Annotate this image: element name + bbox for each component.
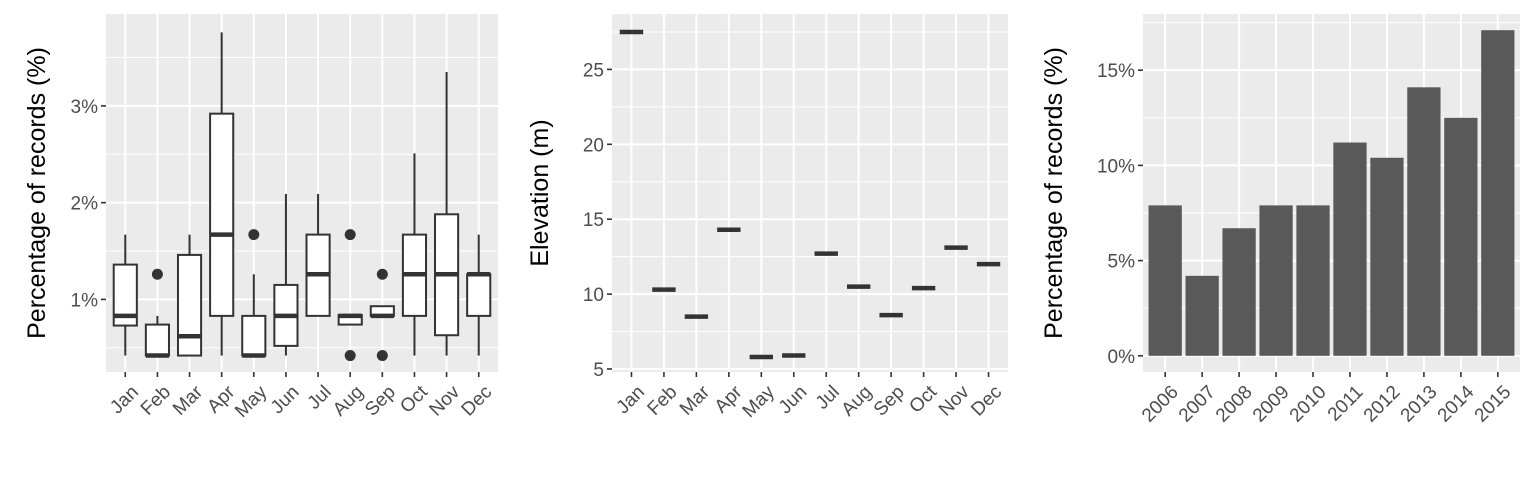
- boxplot-x-tick-label: Jun: [267, 382, 304, 419]
- bar-2015: [1481, 30, 1515, 356]
- elevation-x-tick-label: Jan: [613, 382, 650, 419]
- yearly-bar-panel: 0%5%10%15%200620072008200920102011201220…: [1040, 14, 1520, 426]
- bar-2013: [1407, 87, 1441, 356]
- boxplot-x-tick-label: Oct: [396, 381, 432, 417]
- box-oct: [401, 153, 428, 356]
- box-iqr: [176, 253, 203, 357]
- elevation-x-tick-label: Dec: [967, 382, 1006, 421]
- yearly-y-tick-label: 10%: [1097, 156, 1135, 177]
- elevation-x-tick-label: Jul: [812, 382, 844, 414]
- boxplot-x-tick-label: Jul: [304, 382, 336, 414]
- boxplot-x-tick-label: Feb: [137, 382, 175, 420]
- box-jan: [112, 234, 138, 356]
- elevation-x-tick-label: Mar: [676, 381, 714, 419]
- yearly-x-tick-label: 2015: [1471, 382, 1516, 427]
- box-jun: [273, 193, 299, 356]
- boxplot-x-tick-label: May: [231, 381, 272, 422]
- yearly-x-tick-label: 2013: [1397, 382, 1442, 427]
- box-may: [241, 229, 267, 358]
- elevation-background: [612, 14, 1008, 372]
- outlier-point: [376, 350, 388, 362]
- bar-2009: [1259, 205, 1293, 356]
- bar-2012: [1370, 157, 1404, 356]
- elevation-y-axis-title: Elevation (m): [526, 119, 554, 266]
- outlier-point: [344, 350, 356, 362]
- elevation-y-tick-label: 5: [593, 360, 604, 381]
- box-feb: [144, 268, 170, 358]
- elevation-x-tick-label: Jun: [775, 382, 812, 419]
- boxplot-x-tick-label: Mar: [169, 381, 207, 419]
- elevation-x-tick-label: Feb: [644, 382, 682, 420]
- yearly-x-tick-label: 2014: [1434, 381, 1479, 426]
- elevation-x-tick-label: Apr: [711, 381, 747, 417]
- box-mar: [176, 234, 203, 357]
- yearly-bar-y-axis-title: Percentage of records (%): [1040, 47, 1068, 339]
- elevation-x-tick-label: Aug: [838, 382, 877, 421]
- bar-2010: [1296, 205, 1330, 356]
- elevation-y-tick-label: 20: [583, 135, 604, 156]
- boxplot-y-axis-title: Percentage of records (%): [23, 47, 51, 339]
- boxplot-x-tick-label: Dec: [458, 382, 497, 421]
- boxplot-x-tick-label: Sep: [361, 382, 400, 421]
- outlier-point: [151, 268, 163, 280]
- bar-2014: [1444, 117, 1478, 356]
- yearly-y-tick-label: 15%: [1097, 61, 1135, 82]
- yearly-x-tick-label: 2011: [1324, 382, 1368, 426]
- elevation-x-tick-label: Sep: [870, 382, 909, 421]
- box-iqr: [209, 112, 235, 317]
- elevation-x-tick-label: Nov: [935, 381, 974, 420]
- box-iqr: [144, 323, 170, 357]
- box-nov: [434, 72, 460, 356]
- elevation-y-tick-label: 10: [583, 285, 604, 306]
- elevation-y-tick-label: 25: [583, 60, 604, 81]
- boxplot-x-tick-label: Jan: [106, 382, 143, 419]
- boxplot-x-tick-label: Apr: [203, 381, 239, 417]
- elevation-x-tick-label: May: [739, 381, 780, 422]
- box-aug: [337, 229, 363, 362]
- yearly-x-tick-label: 2012: [1360, 382, 1405, 427]
- outlier-point: [376, 268, 388, 280]
- bar-2011: [1333, 142, 1367, 356]
- box-iqr: [112, 263, 138, 327]
- outlier-point: [248, 229, 260, 241]
- outlier-point: [344, 229, 356, 241]
- boxplot-y-tick-label: 2%: [71, 194, 99, 215]
- yearly-x-tick-label: 2010: [1286, 382, 1331, 427]
- elevation-x-tick-label: Oct: [905, 381, 941, 417]
- boxplot-x-tick-label: Nov: [425, 381, 464, 420]
- bar-2006: [1148, 205, 1182, 356]
- box-jul: [305, 193, 331, 317]
- yearly-x-tick-label: 2008: [1212, 382, 1257, 427]
- box-sep: [369, 268, 395, 362]
- boxplot-y-tick-label: 3%: [71, 97, 99, 118]
- box-iqr: [466, 273, 492, 317]
- boxplot-y-tick-label: 1%: [71, 290, 99, 311]
- yearly-x-tick-label: 2007: [1175, 382, 1220, 427]
- yearly-y-tick-label: 0%: [1108, 347, 1136, 368]
- yearly-x-tick-label: 2009: [1249, 382, 1294, 427]
- bar-2008: [1222, 228, 1256, 356]
- yearly-x-tick-label: 2006: [1138, 382, 1183, 427]
- elevation-y-tick-label: 15: [583, 210, 604, 231]
- box-apr: [209, 32, 235, 356]
- boxplot-x-tick-label: Aug: [329, 382, 368, 421]
- box-dec: [466, 234, 492, 356]
- yearly-y-tick-label: 5%: [1108, 252, 1136, 273]
- boxplot-background: [106, 14, 498, 372]
- bar-2007: [1185, 275, 1219, 356]
- box-iqr: [241, 314, 267, 357]
